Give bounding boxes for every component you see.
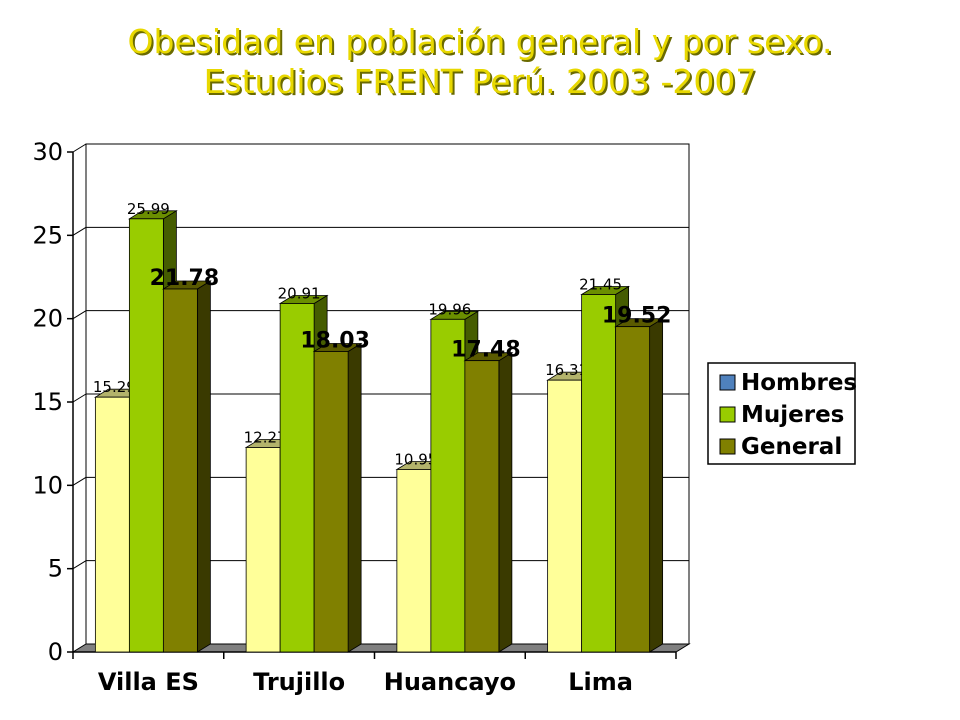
legend-label: Mujeres bbox=[741, 402, 844, 428]
bar-side bbox=[498, 351, 513, 653]
data-label: 10.95 bbox=[394, 451, 437, 469]
bar-mujeres bbox=[279, 303, 315, 653]
category-label: Trujillo bbox=[253, 668, 345, 696]
data-label: 18.03 bbox=[300, 329, 370, 354]
bar-mujeres bbox=[128, 218, 164, 653]
y-tick-label: 15 bbox=[32, 388, 63, 416]
bar-general bbox=[615, 326, 651, 653]
y-tick-label: 30 bbox=[32, 138, 63, 166]
data-label: 12.27 bbox=[244, 429, 287, 447]
chart-title-line-2: Estudios FRENT Perú. 2003 -2007 bbox=[203, 62, 757, 101]
data-label: 19.96 bbox=[428, 300, 471, 318]
data-label: 15.29 bbox=[93, 378, 136, 396]
data-label: 17.48 bbox=[451, 338, 521, 363]
bar-hombres bbox=[245, 447, 281, 653]
bar-mujeres bbox=[581, 294, 617, 653]
bar-hombres bbox=[396, 469, 432, 653]
gridline-depth bbox=[72, 560, 87, 570]
y-tick-label: 10 bbox=[32, 471, 63, 499]
bar-hombres bbox=[94, 396, 130, 653]
y-tick-label: 25 bbox=[32, 221, 63, 249]
legend-swatch bbox=[719, 406, 736, 423]
data-label: 21.78 bbox=[150, 266, 220, 291]
y-tick-label: 20 bbox=[32, 305, 63, 333]
bar-side bbox=[196, 280, 211, 653]
bar-hombres bbox=[547, 379, 583, 653]
bar-side bbox=[649, 317, 664, 653]
category-label: Villa ES bbox=[98, 668, 199, 696]
data-label: 21.45 bbox=[579, 276, 622, 294]
gridline-depth bbox=[72, 143, 87, 153]
data-label: 25.99 bbox=[127, 200, 170, 218]
legend: Hombres Mujeres General bbox=[707, 362, 857, 465]
data-label: 20.91 bbox=[278, 285, 321, 303]
data-label: 16.31 bbox=[545, 361, 588, 379]
bar-general bbox=[162, 288, 198, 653]
legend-label: General bbox=[741, 434, 842, 460]
gridline-depth bbox=[72, 476, 87, 486]
legend-label: Hombres bbox=[741, 370, 857, 396]
bar-general bbox=[313, 351, 349, 653]
chart-title-line-1: Obesidad en población general y por sexo… bbox=[127, 22, 833, 61]
gridline-depth bbox=[72, 393, 87, 403]
y-tick-label: 0 bbox=[48, 638, 63, 666]
plot-area: 0 5 10 15 20 25 30 15.29 25.99 21.78 Villa ES 12.27… bbox=[32, 138, 691, 696]
bar-general bbox=[464, 360, 500, 653]
category-label: Lima bbox=[568, 668, 633, 696]
bar-mujeres bbox=[430, 318, 466, 653]
gridline-depth bbox=[72, 310, 87, 320]
y-tick-label: 5 bbox=[48, 555, 63, 583]
data-label: 19.52 bbox=[602, 304, 672, 329]
legend-swatch bbox=[719, 438, 736, 455]
category-label: Huancayo bbox=[384, 668, 516, 696]
legend-swatch bbox=[719, 374, 736, 391]
gridline-depth bbox=[72, 226, 87, 236]
chart-title: Obesidad en población general y por sexo… bbox=[0, 22, 960, 102]
bar-side bbox=[347, 342, 362, 653]
